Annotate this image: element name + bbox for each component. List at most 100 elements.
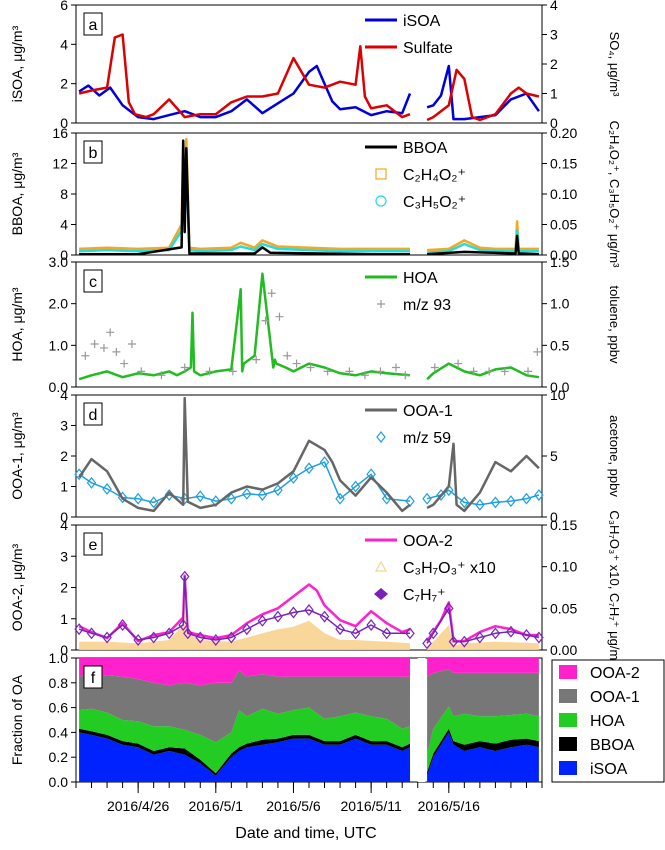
- marker-point: [226, 492, 237, 505]
- panel-letter: b: [89, 145, 98, 162]
- legend-label: C₂H₄O₂⁺: [403, 167, 466, 184]
- panel-d: 0 1 2 3 4 0 5 10 OOA-1, μg/m³ acetone, ppbv d OOA-1…: [9, 387, 622, 525]
- marker-point: [534, 489, 544, 502]
- marker-point: [422, 492, 432, 505]
- marker-point: [117, 619, 128, 631]
- y2-tick-label: 3: [550, 27, 558, 43]
- y-tick-label: 0: [60, 642, 68, 658]
- series-c2h4o2--1: [427, 220, 539, 252]
- y-tick-label: 3: [60, 418, 68, 434]
- y-axis-title: OOA-2, μg/m³: [9, 543, 25, 631]
- marker-point: [133, 634, 143, 646]
- y2-tick-label: 2: [550, 56, 558, 72]
- marker-point: [521, 629, 532, 641]
- marker-point: [112, 347, 121, 356]
- y-axis-title: iSOA, μg/m³: [9, 25, 25, 102]
- y-tick-label: 0: [60, 509, 68, 525]
- marker-point: [211, 634, 221, 646]
- marker-point: [475, 498, 485, 511]
- fraction-area-ooa-1-seg0: [79, 670, 410, 743]
- panel-a-frame: [75, 4, 543, 124]
- marker-point: [422, 637, 432, 650]
- legend-label: m/z 59: [403, 430, 451, 447]
- marker-point: [448, 635, 459, 648]
- panel-e-legend: OOA-2 C₃H₇O₃⁺ x10 C₇H₇⁺: [365, 533, 496, 604]
- x-axis-title: Date and time, UTC: [235, 825, 376, 842]
- series-m-z-59-0: [78, 461, 411, 504]
- marker-point: [459, 635, 470, 648]
- marker-point: [275, 312, 284, 321]
- fraction-area-hoa-seg1: [427, 706, 539, 773]
- marker-point: [391, 363, 400, 372]
- y-tick-label: 0.0: [49, 379, 69, 395]
- marker-point: [376, 367, 385, 376]
- y2-tick-label: 0.20: [550, 125, 577, 141]
- legend-swatch: [377, 300, 385, 308]
- series-sulfate-2: [78, 33, 411, 119]
- legend-swatch: [559, 689, 577, 703]
- marker-point: [183, 627, 193, 640]
- panel-letter-box: [83, 665, 103, 689]
- y-tick-label: 4: [60, 36, 68, 52]
- fraction-area-ooa-2-seg0: [79, 658, 410, 686]
- marker-point: [500, 367, 509, 376]
- y2-tick-label: 1.0: [550, 296, 570, 312]
- marker-point: [99, 343, 108, 352]
- series-c3h5o2--2: [79, 162, 410, 253]
- marker-point: [106, 328, 115, 337]
- y2-tick-label: 0.00: [550, 642, 577, 658]
- marker-point: [459, 496, 470, 509]
- legend-label: BBOA: [590, 737, 635, 754]
- y-tick-label: 1.0: [49, 337, 69, 353]
- x-tick-label: 2016/4/26: [107, 798, 169, 814]
- marker-point: [228, 367, 237, 376]
- marker-point: [381, 627, 392, 640]
- y2-axis-title: toluene, ppbv: [607, 285, 622, 364]
- series-c7h7--5: [426, 607, 540, 644]
- legend-swatch: [376, 431, 386, 443]
- marker-point: [366, 619, 376, 631]
- panel-letter: c: [89, 274, 97, 291]
- y-tick-label: 4: [60, 387, 68, 403]
- y-tick-label: 1: [60, 611, 68, 627]
- panel-letter-box: [83, 140, 103, 164]
- legend-label: C₃H₇O₃⁺ x10: [403, 560, 496, 577]
- y2-tick-label: 1: [550, 86, 558, 102]
- marker-point: [323, 367, 332, 376]
- marker-point: [444, 602, 454, 615]
- panel-c: 0.0 1.0 2.0 3.0 0.0 0.5 1.0 1.5 HOA, μg/m³ toluen…: [9, 254, 622, 395]
- marker-point: [102, 482, 112, 495]
- marker-point: [485, 367, 494, 376]
- y-tick-label: 2.0: [49, 296, 69, 312]
- legend-swatch: [375, 195, 387, 207]
- marker-point: [350, 627, 361, 640]
- legend-swatch: [375, 168, 387, 180]
- series-bboa-4: [79, 139, 410, 256]
- legend-label: m/z 93: [403, 297, 451, 314]
- panel-b-frame: [75, 132, 543, 256]
- y-tick-label: 0.8: [49, 675, 69, 691]
- y-tick-label: 1: [60, 479, 68, 495]
- marker-point: [288, 606, 299, 619]
- legend-label: C₇H₇⁺: [403, 587, 446, 604]
- y-tick-label: 1.0: [49, 650, 69, 666]
- marker-point: [242, 487, 252, 500]
- y-tick-label: 4: [60, 217, 68, 233]
- legend-label: iSOA: [590, 761, 628, 778]
- marker-point: [283, 351, 292, 360]
- y2-tick-label: 5: [550, 448, 558, 464]
- marker-point: [366, 468, 376, 481]
- y2-tick-label: 0.0: [550, 379, 570, 395]
- marker-point: [506, 495, 516, 508]
- marker-point: [319, 610, 330, 623]
- marker-point: [81, 351, 90, 360]
- marker-point: [345, 367, 354, 376]
- fraction-area-hoa-seg0: [79, 707, 410, 774]
- marker-point: [137, 367, 146, 376]
- y-tick-label: 2: [60, 580, 68, 596]
- legend-label: C₃H₅O₂⁺: [403, 194, 466, 211]
- marker-point: [506, 625, 516, 638]
- series-c2h4o2--0: [79, 137, 410, 251]
- y2-tick-label: 0.10: [550, 559, 577, 575]
- y2-tick-label: 4: [550, 0, 558, 13]
